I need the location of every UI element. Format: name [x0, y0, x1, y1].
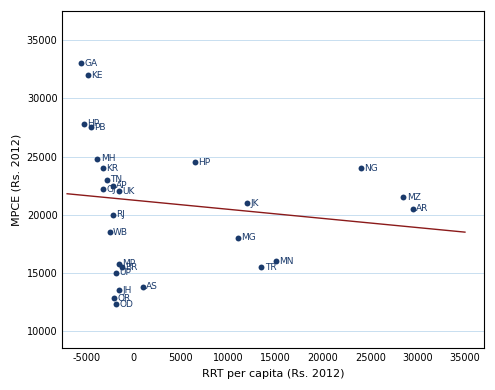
Text: WB: WB	[113, 228, 128, 237]
Point	[257, 264, 265, 270]
Text: AP: AP	[116, 181, 127, 190]
Text: HP: HP	[198, 158, 210, 167]
Point	[99, 165, 107, 171]
Point	[103, 177, 111, 183]
Text: OD: OD	[120, 300, 134, 309]
Point	[243, 200, 251, 206]
Text: BR: BR	[125, 262, 138, 271]
Point	[80, 121, 88, 127]
Text: TN: TN	[110, 175, 122, 184]
Point	[99, 186, 107, 192]
Point	[191, 159, 199, 165]
Text: OR: OR	[118, 294, 131, 303]
Point	[115, 261, 123, 267]
Text: AR: AR	[416, 204, 429, 213]
Text: RJ: RJ	[116, 210, 125, 219]
Text: MZ: MZ	[407, 193, 421, 202]
Text: JK: JK	[250, 199, 259, 207]
Text: PB: PB	[94, 123, 105, 132]
Point	[87, 124, 95, 131]
Text: TR: TR	[265, 262, 276, 271]
Point	[115, 188, 123, 195]
Text: AS: AS	[146, 282, 158, 291]
Text: MG: MG	[241, 234, 256, 243]
Point	[112, 301, 120, 307]
Point	[118, 264, 126, 270]
Point	[409, 206, 417, 212]
Point	[115, 287, 123, 293]
Point	[94, 156, 101, 162]
Point	[399, 194, 407, 200]
Text: KR: KR	[106, 164, 119, 173]
Point	[108, 211, 116, 218]
Point	[272, 258, 280, 264]
Text: GJ: GJ	[106, 184, 116, 193]
Point	[139, 284, 147, 290]
Point	[110, 295, 118, 301]
Point	[234, 235, 242, 241]
Text: GA: GA	[85, 59, 98, 68]
X-axis label: RRT per capita (Rs. 2012): RRT per capita (Rs. 2012)	[202, 369, 345, 379]
Text: HP: HP	[88, 119, 99, 128]
Point	[108, 183, 116, 189]
Point	[77, 60, 85, 67]
Text: MN: MN	[279, 257, 294, 266]
Text: UP: UP	[120, 268, 132, 277]
Text: MH: MH	[101, 154, 115, 163]
Point	[106, 229, 114, 235]
Text: JH: JH	[123, 286, 132, 295]
Point	[84, 72, 92, 78]
Point	[357, 165, 365, 171]
Point	[112, 270, 120, 276]
Y-axis label: MPCE (Rs. 2012): MPCE (Rs. 2012)	[11, 134, 21, 226]
Text: NG: NG	[364, 164, 378, 173]
Text: MP: MP	[123, 259, 136, 268]
Text: UK: UK	[123, 187, 135, 196]
Text: KE: KE	[91, 71, 103, 80]
